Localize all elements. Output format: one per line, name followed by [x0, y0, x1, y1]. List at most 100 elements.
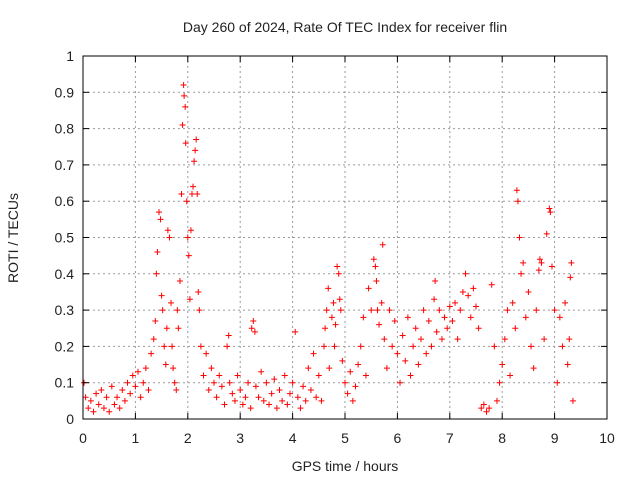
data-point	[279, 397, 286, 404]
data-point	[150, 336, 157, 343]
data-point	[297, 405, 304, 412]
data-point	[248, 325, 255, 332]
data-point	[205, 386, 212, 393]
data-point	[407, 372, 414, 379]
x-tick-label: 4	[289, 430, 297, 446]
data-point	[323, 307, 330, 314]
data-point	[231, 397, 238, 404]
data-point	[271, 376, 278, 383]
data-point	[164, 227, 171, 234]
data-point	[180, 82, 187, 89]
data-point	[154, 249, 161, 256]
data-point	[310, 350, 317, 357]
data-point	[394, 350, 401, 357]
data-point	[325, 285, 332, 292]
data-point	[491, 343, 498, 350]
data-point	[457, 307, 464, 314]
data-point	[194, 190, 201, 197]
data-point	[522, 314, 529, 321]
data-point	[307, 386, 314, 393]
data-point	[252, 383, 259, 390]
data-point	[551, 307, 558, 314]
data-point	[507, 372, 514, 379]
data-point	[431, 296, 438, 303]
data-point	[433, 328, 440, 335]
data-point	[496, 379, 503, 386]
data-point	[509, 299, 516, 306]
data-point	[547, 209, 554, 216]
data-point	[182, 140, 189, 147]
data-point	[410, 343, 417, 350]
data-point	[486, 405, 493, 412]
data-point	[121, 397, 128, 404]
data-point	[567, 274, 574, 281]
y-tick-label: 0.9	[55, 84, 75, 100]
data-point	[161, 343, 168, 350]
data-point	[370, 256, 377, 263]
data-point	[337, 307, 344, 314]
data-point	[176, 278, 183, 285]
data-point	[516, 234, 523, 241]
data-point	[459, 288, 466, 295]
data-point	[441, 314, 448, 321]
data-point	[362, 372, 369, 379]
data-point	[376, 321, 383, 328]
data-point	[518, 270, 525, 277]
data-point	[132, 383, 139, 390]
data-point	[245, 379, 252, 386]
data-point	[339, 357, 346, 364]
data-point	[428, 343, 435, 350]
data-point	[195, 288, 202, 295]
data-point	[368, 307, 375, 314]
x-tick-label: 2	[184, 430, 192, 446]
data-point	[155, 209, 162, 216]
data-point	[85, 405, 92, 412]
data-point	[538, 259, 545, 266]
data-point	[335, 270, 342, 277]
data-point	[546, 205, 553, 212]
data-point	[263, 379, 270, 386]
data-point	[106, 408, 113, 415]
data-point	[95, 401, 102, 408]
data-point	[268, 390, 275, 397]
data-point	[251, 328, 258, 335]
data-point	[187, 227, 194, 234]
data-point	[116, 405, 123, 412]
data-point	[185, 252, 192, 259]
data-point	[281, 372, 288, 379]
data-point	[178, 190, 185, 197]
data-point	[173, 386, 180, 393]
data-point	[334, 263, 341, 270]
data-point	[465, 292, 472, 299]
data-point	[184, 234, 191, 241]
data-point	[191, 158, 198, 165]
data-point	[289, 379, 296, 386]
data-point	[137, 394, 144, 401]
data-point	[513, 187, 520, 194]
data-point	[153, 270, 160, 277]
y-tick-label: 0.6	[55, 193, 75, 209]
data-point	[237, 386, 244, 393]
data-point	[504, 307, 511, 314]
data-point	[438, 336, 445, 343]
data-point	[163, 325, 170, 332]
data-point	[344, 390, 351, 397]
data-point	[535, 267, 542, 274]
data-point	[114, 394, 121, 401]
data-point	[242, 394, 249, 401]
data-point	[332, 321, 339, 328]
data-point	[372, 263, 379, 270]
y-tick-label: 0.7	[55, 157, 75, 173]
data-point	[562, 299, 569, 306]
data-point	[554, 379, 561, 386]
data-point	[255, 394, 262, 401]
data-point	[129, 372, 136, 379]
y-tick-label: 0.8	[55, 121, 75, 137]
data-point	[386, 307, 393, 314]
data-point	[501, 336, 508, 343]
data-point	[157, 216, 164, 223]
data-point	[166, 234, 173, 241]
data-point	[313, 394, 320, 401]
data-point	[171, 379, 178, 386]
data-point	[152, 317, 159, 324]
